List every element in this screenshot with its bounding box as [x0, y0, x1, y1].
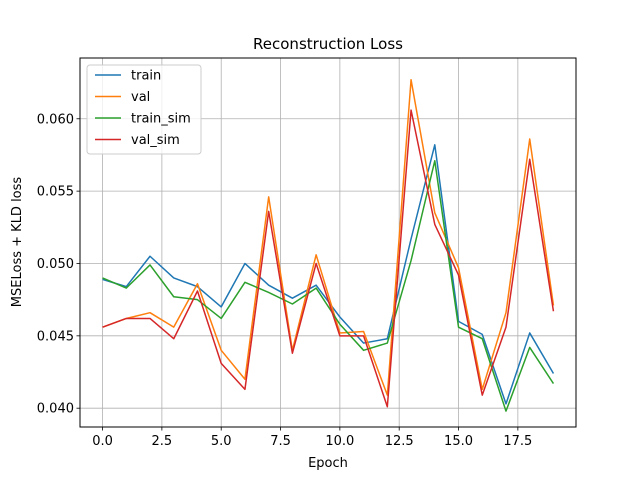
legend-label-train-sim: train_sim: [131, 112, 191, 127]
y-tick-label: 0.045: [37, 329, 74, 344]
y-tick-label: 0.040: [37, 402, 74, 417]
y-tick-label: 0.055: [37, 185, 74, 200]
series-line-val-sim: [102, 109, 555, 408]
y-axis-label: MSELoss + KLD loss: [10, 177, 25, 308]
series-line-train-sim: [102, 159, 555, 412]
grid-layer: [80, 58, 576, 427]
x-tick-label: 5.0: [211, 434, 232, 449]
legend: train val train_sim val_sim: [86, 64, 202, 155]
x-tick-label: 17.5: [503, 434, 532, 449]
series-layer: [102, 78, 555, 412]
y-tick-label: 0.060: [37, 112, 74, 127]
y-tick-label: 0.050: [37, 257, 74, 272]
series-line-val: [102, 78, 555, 396]
x-tick-label: 0.0: [92, 434, 113, 449]
x-tick-label: 12.5: [385, 434, 414, 449]
x-tick-label: 15.0: [444, 434, 473, 449]
x-tick-label: 10.0: [325, 434, 354, 449]
x-axis-label: Epoch: [308, 456, 348, 471]
x-tick-label: 7.5: [270, 434, 291, 449]
legend-label-val-sim: val_sim: [131, 133, 180, 148]
plot-frame: [79, 57, 577, 428]
legend-label-train: train: [131, 69, 161, 84]
tick-layer: 0.0 2.5 5.0 7.5 10.0 12.5 15.0 17.5 0.040 0.045 0.…: [37, 112, 533, 449]
chart-title: Reconstruction Loss: [253, 35, 403, 53]
legend-box: [86, 64, 202, 155]
x-tick-label: 2.5: [152, 434, 173, 449]
legend-label-val: val: [131, 90, 150, 105]
